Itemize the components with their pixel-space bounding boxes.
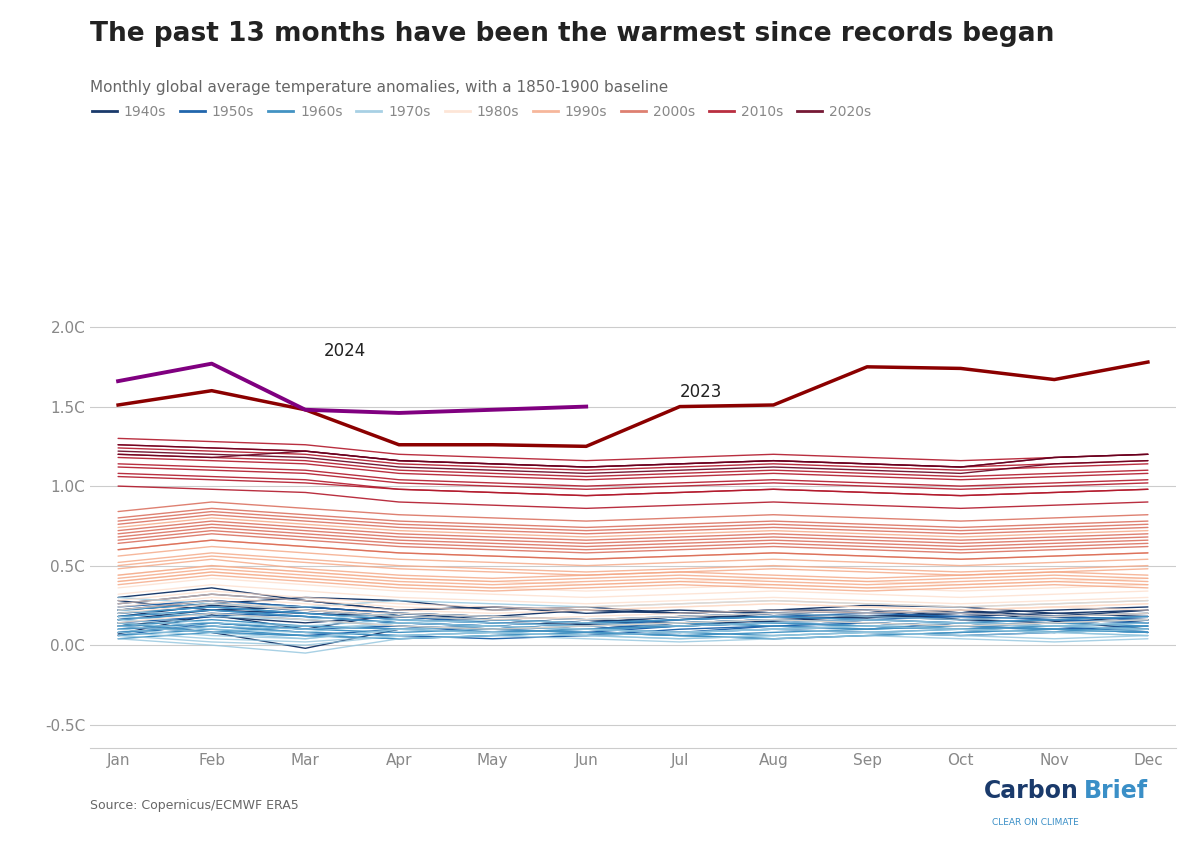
Text: CLEAR ON CLIMATE: CLEAR ON CLIMATE [992,817,1079,827]
Text: The past 13 months have been the warmest since records began: The past 13 months have been the warmest… [90,21,1055,47]
Text: 2023: 2023 [680,383,722,401]
Text: Source: Copernicus/ECMWF ERA5: Source: Copernicus/ECMWF ERA5 [90,799,299,812]
Legend: 1940s, 1950s, 1960s, 1970s, 1980s, 1990s, 2000s, 2010s, 2020s: 1940s, 1950s, 1960s, 1970s, 1980s, 1990s… [86,99,877,124]
Text: Monthly global average temperature anomalies, with a 1850-1900 baseline: Monthly global average temperature anoma… [90,80,668,95]
Text: 2024: 2024 [324,341,366,360]
Text: Brief: Brief [1084,779,1147,803]
Text: Carbon: Carbon [984,779,1079,803]
